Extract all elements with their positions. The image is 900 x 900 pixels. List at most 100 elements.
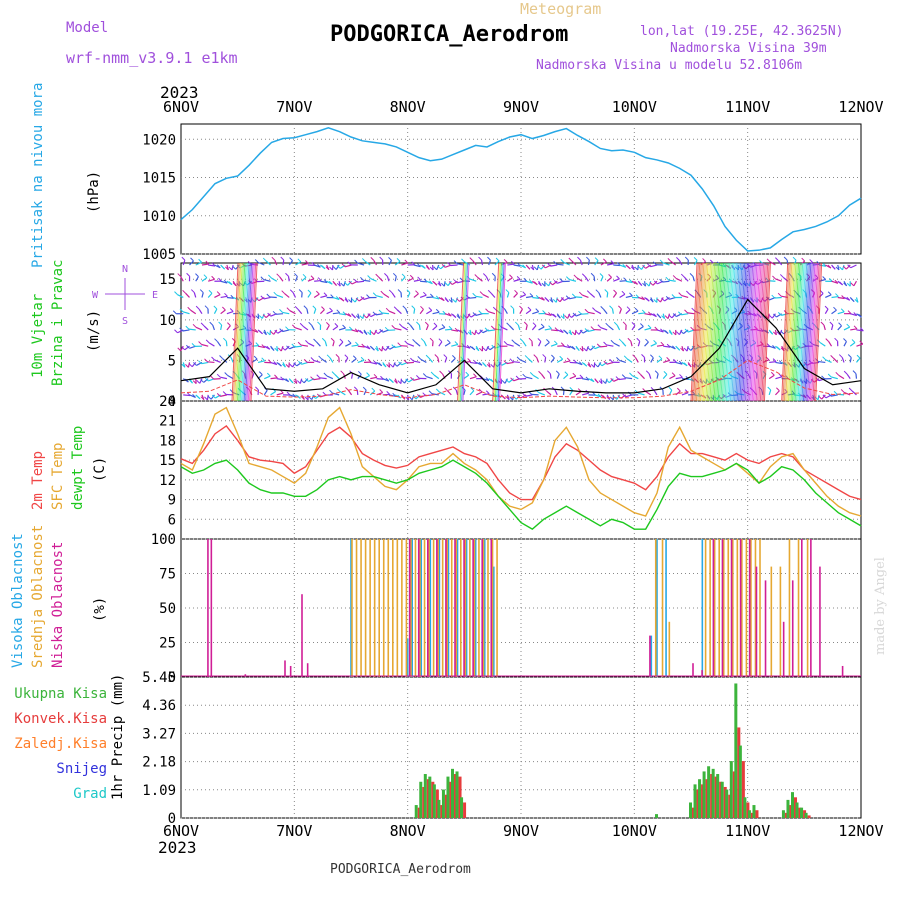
wind-barb-tick	[533, 266, 538, 271]
wind-barb-tick	[702, 258, 706, 262]
x-tick-label-top: 6NOV	[163, 98, 199, 116]
wind-barb	[678, 260, 683, 266]
wind-barb-tick	[626, 265, 631, 270]
wind-barb-tick	[505, 289, 510, 293]
wind-barb-tick	[300, 379, 305, 384]
precip-bar-total	[414, 805, 418, 818]
wind-barb-tick	[422, 392, 427, 397]
wind-barb-tick	[370, 257, 375, 261]
wind-barb-tick	[388, 289, 393, 294]
wind-dense-barb	[781, 262, 789, 402]
wind-barb	[630, 341, 633, 347]
wind-barb-tick	[631, 322, 636, 326]
wind-barb-tick	[303, 305, 308, 310]
wind-barb	[432, 325, 438, 331]
wind-barb-tick	[310, 376, 314, 381]
wind-barb-tick	[185, 325, 190, 330]
wind-barb-tick	[479, 347, 483, 352]
wind-barb	[532, 311, 539, 315]
wind-barb	[856, 329, 864, 332]
wind-barb-tick	[818, 395, 823, 400]
wind-barb-tick	[683, 347, 688, 352]
wind-barb	[818, 292, 824, 298]
wind-barb-tick	[604, 289, 609, 293]
wind-barb	[308, 342, 315, 347]
wind-barb-tick	[579, 347, 584, 352]
wind-barb	[376, 378, 384, 380]
wind-barb	[292, 292, 297, 298]
wind-barb	[608, 378, 614, 384]
wind-barb	[613, 264, 621, 267]
wind-barb	[198, 308, 203, 315]
wind-barb-tick	[471, 331, 476, 336]
wind-barb-tick	[216, 373, 221, 378]
precip-bar-total	[655, 814, 658, 818]
wind-barb-tick	[441, 324, 446, 328]
wind-barb-tick	[827, 373, 832, 378]
wind-barb	[831, 295, 839, 299]
wind-barb	[443, 281, 446, 287]
wind-dense-barb	[790, 262, 798, 402]
wind-barb	[392, 362, 396, 368]
wind-barb-tick	[360, 356, 365, 361]
wind-barb	[831, 376, 838, 380]
temp-label-2m: 2m Temp	[30, 450, 46, 510]
wind-barb	[683, 276, 689, 282]
wind-barb-tick	[666, 357, 670, 361]
wind-barb-tick	[402, 305, 407, 310]
wind-barb	[775, 278, 782, 282]
wind-barb	[507, 263, 515, 266]
wind-barb-tick	[441, 282, 445, 287]
wind-barb-tick	[676, 256, 680, 261]
wind-barb	[344, 264, 352, 268]
wind-barb-tick	[579, 374, 584, 379]
wind-barb	[575, 377, 583, 380]
wind-barb-tick	[254, 259, 259, 263]
wind-barb	[201, 361, 209, 365]
precip-bar-total	[693, 784, 697, 818]
wind-barb	[675, 361, 683, 365]
wind-barb-tick	[533, 354, 538, 358]
wind-dense-barb	[744, 262, 752, 402]
wind-barb-tick	[609, 305, 613, 310]
wind-barb-tick	[650, 354, 654, 359]
wind-barb	[671, 313, 677, 319]
wind-barb-tick	[571, 331, 576, 336]
wind-barb	[463, 345, 471, 349]
wind-barb-tick	[456, 315, 461, 319]
wind-barb-tick	[680, 330, 684, 334]
wind-barb-tick	[195, 273, 199, 277]
wind-barb	[269, 329, 272, 335]
wind-barb	[485, 345, 490, 352]
wind-barb-tick	[274, 374, 278, 379]
wind-barb	[575, 296, 583, 299]
wind-barb	[563, 374, 569, 380]
wind-barb-tick	[330, 337, 335, 342]
wind-barb	[343, 281, 346, 287]
wind-barb-tick	[615, 376, 620, 380]
wind-barb	[271, 277, 278, 282]
wind-barb-tick	[272, 310, 277, 315]
wind-barb	[265, 260, 271, 266]
wind-barb	[400, 378, 403, 384]
wind-barb	[650, 357, 654, 363]
wind-barb	[556, 263, 564, 266]
wind-barb-tick	[294, 306, 299, 310]
wind-barb	[644, 313, 652, 316]
wind-barb-tick	[490, 363, 495, 368]
wind-barb-tick	[430, 371, 435, 376]
precip-bar-conv	[789, 805, 793, 818]
wind-barb-tick	[667, 258, 672, 262]
wind-barb	[326, 310, 333, 315]
wind-barb-tick	[312, 305, 317, 310]
wind-barb	[488, 311, 496, 315]
wind-barb	[608, 325, 614, 331]
wind-barb	[195, 326, 203, 331]
wind-dense-barb	[813, 262, 821, 402]
wind-barb	[438, 341, 443, 347]
wind-dense-barb	[234, 262, 242, 402]
wind-dense-barb	[793, 262, 801, 402]
y-tick-label: 1010	[142, 209, 176, 225]
wind-barb-tick	[838, 354, 843, 358]
wind-barb-tick	[384, 273, 388, 277]
